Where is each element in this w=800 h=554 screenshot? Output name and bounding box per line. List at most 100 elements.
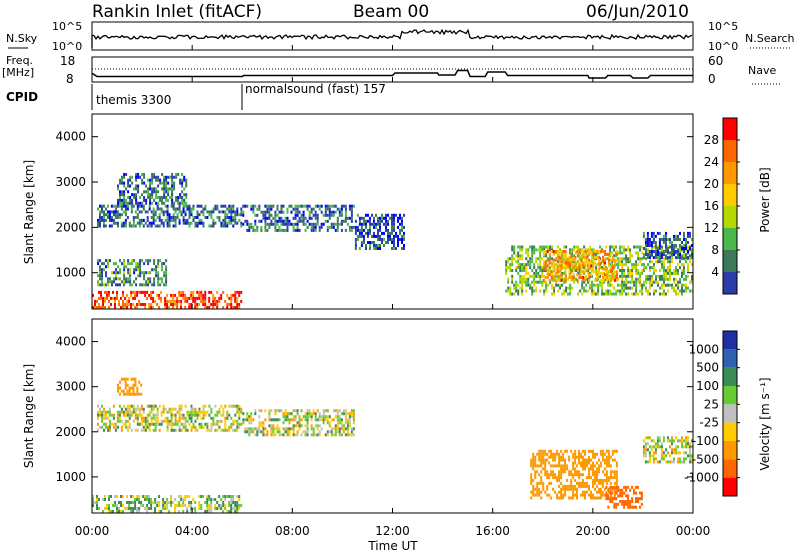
- heatmap-cell: [527, 254, 530, 258]
- heatmap-cell: [375, 247, 377, 250]
- heatmap-cell: [153, 280, 156, 284]
- heatmap-cell: [681, 286, 683, 290]
- heatmap-cell: [120, 306, 122, 309]
- heatmap-cell: [539, 280, 542, 284]
- heatmap-cell: [306, 418, 309, 422]
- heatmap-cell: [282, 415, 285, 419]
- heatmap-cell: [314, 412, 317, 416]
- heatmap-cell: [332, 213, 335, 217]
- heatmap-cell: [558, 479, 561, 482]
- heatmap-cell: [535, 271, 538, 275]
- heatmap-cell: [582, 490, 584, 494]
- heatmap-cell: [623, 271, 626, 275]
- heatmap-cell: [393, 241, 395, 244]
- heatmap-cell: [582, 250, 585, 253]
- heatmap-cell: [613, 497, 616, 501]
- heatmap-cell: [511, 257, 514, 261]
- heatmap-cell: [570, 252, 573, 256]
- heatmap-cell: [121, 193, 123, 197]
- heatmap-cell: [344, 210, 347, 214]
- heatmap-cell: [222, 410, 225, 414]
- heatmap-cell: [629, 280, 632, 284]
- heatmap-cell: [656, 250, 659, 253]
- heatmap-cell: [123, 262, 126, 266]
- heatmap-cell: [641, 283, 644, 287]
- heatmap-cell: [286, 433, 289, 437]
- heatmap-cell: [521, 248, 524, 252]
- heatmap-cell: [206, 510, 209, 513]
- heatmap-cell: [627, 260, 630, 264]
- heatmap-cell: [397, 225, 399, 229]
- heatmap-cell: [127, 181, 130, 185]
- heatmap-cell: [556, 479, 559, 482]
- heatmap-cell: [658, 436, 661, 440]
- heatmap-cell: [607, 292, 610, 296]
- heatmap-cell: [369, 219, 371, 223]
- heatmap-cell: [126, 501, 129, 504]
- heatmap-cell: [173, 175, 176, 179]
- heatmap-cell: [210, 428, 213, 432]
- heatmap-cell: [114, 428, 117, 432]
- heatmap-cell: [105, 265, 107, 269]
- heatmap-cell: [146, 504, 149, 507]
- heatmap-cell: [168, 299, 171, 303]
- heatmap-cell: [673, 460, 675, 464]
- heatmap-cell: [582, 467, 584, 471]
- heatmap-cell: [532, 490, 535, 494]
- heatmap-cell: [653, 280, 655, 284]
- heatmap-cell: [588, 467, 590, 471]
- heatmap-cell: [611, 292, 614, 296]
- heatmap-cell: [367, 219, 369, 223]
- heatmap-cell: [562, 487, 565, 491]
- heatmap-cell: [144, 422, 147, 426]
- heatmap-cell: [115, 271, 117, 275]
- heatmap-cell: [128, 504, 131, 507]
- heatmap-cell: [240, 422, 243, 426]
- heatmap-cell: [147, 259, 150, 263]
- heatmap-cell: [178, 428, 181, 432]
- heatmap-cell: [298, 210, 301, 214]
- heatmap-cell: [601, 283, 604, 287]
- heatmap-cell: [143, 196, 146, 199]
- heatmap-cell: [274, 219, 277, 223]
- heatmap-cell: [381, 213, 383, 217]
- heatmap-cell: [601, 280, 604, 284]
- heatmap-cell: [146, 419, 149, 423]
- heatmap-cell: [609, 497, 612, 501]
- heatmap-cell: [108, 425, 111, 429]
- heatmap-cell: [691, 460, 693, 464]
- heatmap-cell: [112, 422, 115, 426]
- heatmap-cell: [122, 210, 125, 214]
- heatmap-cell: [230, 296, 233, 300]
- heatmap-cell: [153, 190, 156, 194]
- heatmap-cell: [145, 198, 148, 202]
- heatmap-cell: [150, 419, 153, 423]
- colorbar-swatch: [723, 140, 737, 162]
- heatmap-cell: [601, 484, 604, 488]
- heatmap-cell: [178, 501, 181, 504]
- heatmap-cell: [565, 289, 568, 293]
- heatmap-cell: [615, 252, 618, 256]
- heatmap-cell: [236, 306, 239, 309]
- heatmap-cell: [572, 473, 575, 477]
- heatmap-cell: [607, 479, 610, 482]
- heatmap-cell: [367, 241, 369, 244]
- heatmap-cell: [163, 283, 166, 287]
- heatmap-cell: [141, 173, 144, 176]
- heatmap-cell: [602, 258, 605, 262]
- heatmap-cell: [328, 421, 331, 425]
- heatmap-cell: [162, 407, 165, 411]
- heatmap-cell: [552, 455, 555, 459]
- heatmap-cell: [131, 175, 134, 179]
- colorbar-swatch: [723, 272, 737, 294]
- heatmap-cell: [109, 280, 111, 284]
- heatmap-cell: [613, 292, 616, 296]
- heatmap-cell: [171, 193, 174, 197]
- heatmap-cell: [130, 392, 133, 396]
- heatmap-cell: [296, 225, 299, 229]
- heatmap-cell: [609, 491, 612, 495]
- heatmap-cell: [276, 430, 279, 434]
- heatmap-cell: [188, 422, 191, 426]
- heatmap-cell: [210, 303, 213, 306]
